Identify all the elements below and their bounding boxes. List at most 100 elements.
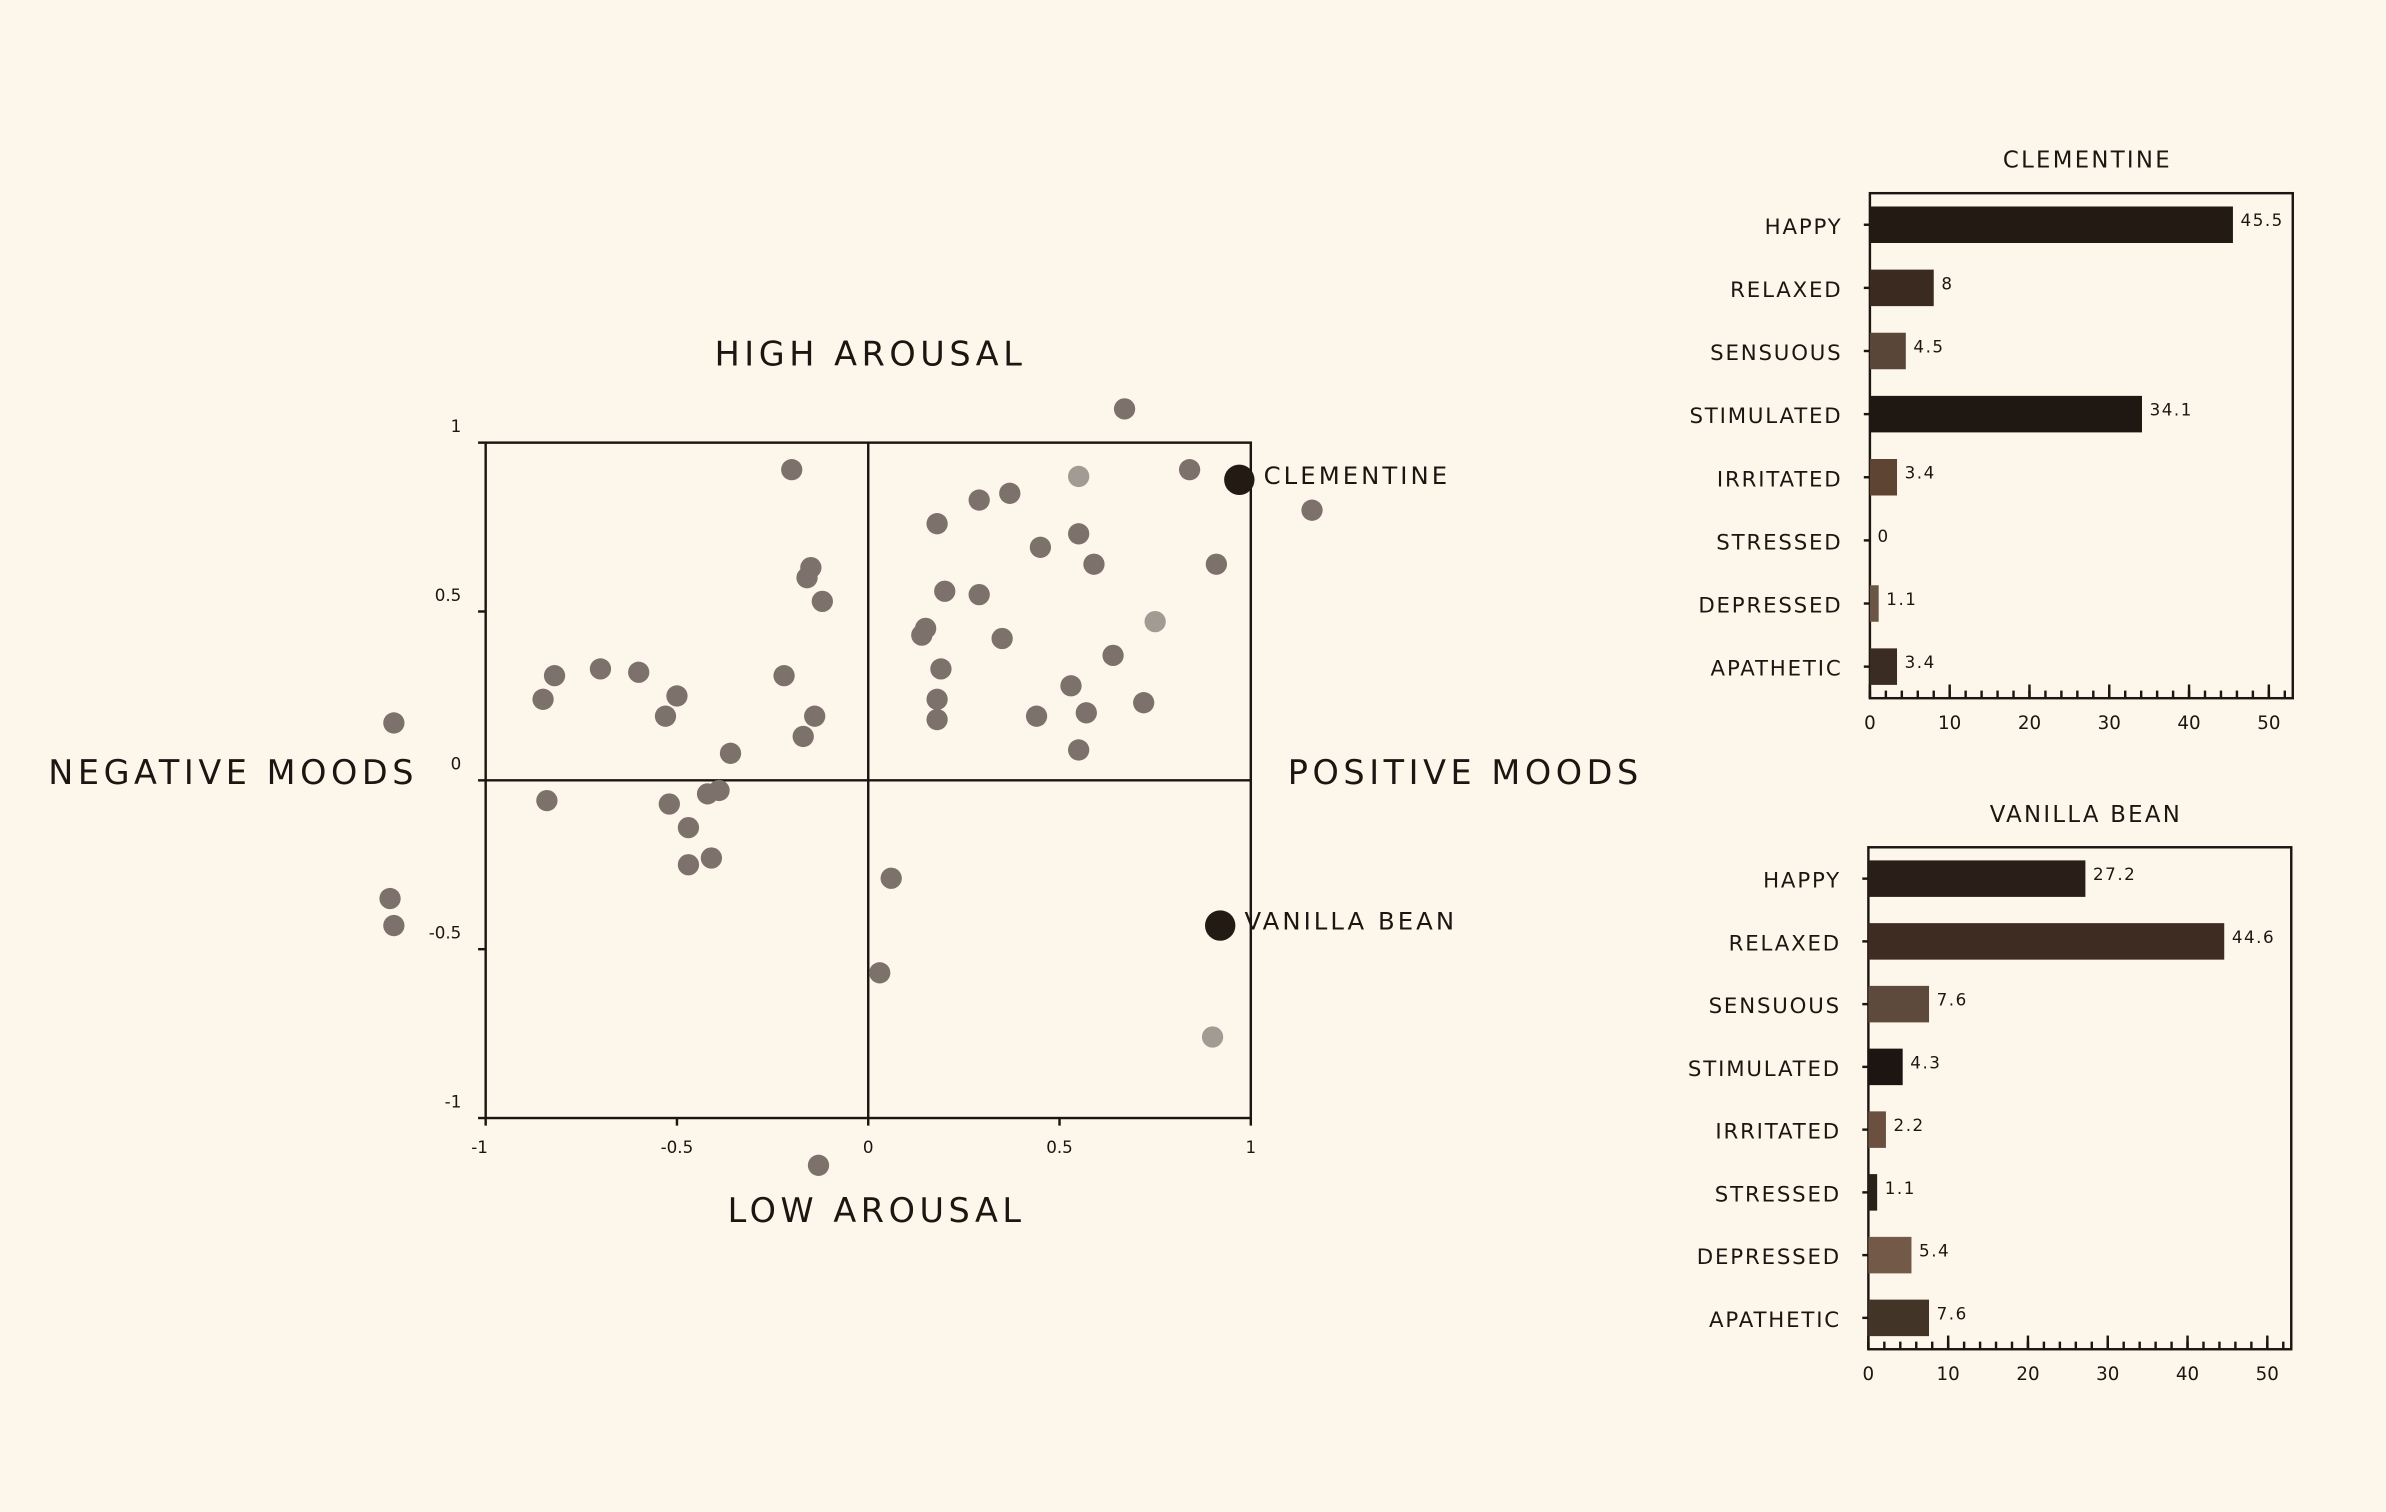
point xyxy=(1083,553,1105,575)
point xyxy=(781,459,803,481)
point xyxy=(1113,398,1136,420)
value-label: 7.6 xyxy=(1937,990,1968,1010)
x-tick-label: 50 xyxy=(2257,713,2280,734)
point xyxy=(880,867,902,889)
y-tick-label: 0 xyxy=(451,754,462,774)
point xyxy=(1205,553,1228,575)
bottom-label: LOW AROUSAL xyxy=(728,1191,1026,1230)
bar xyxy=(1868,1174,1878,1211)
value-label: 1.1 xyxy=(1886,589,1917,609)
x-tick-label: 0 xyxy=(863,1137,874,1157)
y-tick-label: 0.5 xyxy=(435,585,462,605)
point xyxy=(926,688,948,710)
value-label: 2.2 xyxy=(1894,1115,1925,1135)
point xyxy=(911,624,933,646)
x-tick-label: 30 xyxy=(2096,1364,2119,1385)
point xyxy=(804,705,826,727)
category-label: RELAXED xyxy=(1730,278,1842,303)
highlight-point xyxy=(1204,910,1236,941)
point xyxy=(968,583,990,606)
point xyxy=(796,567,818,589)
bar xyxy=(1868,985,1930,1023)
point xyxy=(677,816,700,839)
x-tick-label: 40 xyxy=(2177,713,2200,734)
bar xyxy=(1869,332,1906,370)
chart-title: VANILLA BEAN xyxy=(1990,802,2182,828)
bar xyxy=(1869,395,2142,433)
value-label: 0 xyxy=(1878,526,1890,546)
highlight-label: CLEMENTINE xyxy=(1264,461,1451,490)
category-label: DEPRESSED xyxy=(1698,594,1842,619)
point xyxy=(1029,536,1052,558)
category-label: IRRITATED xyxy=(1715,1120,1841,1145)
point xyxy=(1301,499,1323,521)
point xyxy=(383,914,405,937)
x-tick-label: -1 xyxy=(471,1137,488,1157)
value-label: 3.4 xyxy=(1905,463,1936,483)
point xyxy=(536,789,558,812)
point xyxy=(792,725,814,748)
bar xyxy=(1869,459,1898,496)
point xyxy=(934,580,956,602)
bar xyxy=(1869,206,2233,243)
category-label: STIMULATED xyxy=(1689,404,1842,429)
point xyxy=(700,847,723,869)
point xyxy=(532,688,554,710)
point xyxy=(1178,459,1201,481)
bar xyxy=(1869,585,1879,622)
category-label: HAPPY xyxy=(1765,215,1843,240)
highlight-point xyxy=(1224,464,1255,496)
value-label: 4.5 xyxy=(1913,336,1944,356)
x-tick-label: 40 xyxy=(2176,1364,2199,1385)
x-tick-label: 10 xyxy=(1937,1364,1960,1385)
x-tick-label: 0.5 xyxy=(1046,1137,1073,1157)
point xyxy=(1201,1026,1224,1048)
category-label: STRESSED xyxy=(1715,1182,1841,1207)
top-label: HIGH AROUSAL xyxy=(715,334,1027,373)
category-label: RELAXED xyxy=(1729,931,1841,956)
point xyxy=(869,962,891,984)
x-tick-label: 10 xyxy=(1938,713,1961,734)
point xyxy=(1068,523,1090,545)
category-label: APATHETIC xyxy=(1709,1308,1841,1333)
bar xyxy=(1868,860,2086,897)
point xyxy=(1102,644,1124,667)
category-label: STRESSED xyxy=(1716,530,1842,555)
value-label: 5.4 xyxy=(1919,1241,1950,1261)
point xyxy=(807,1154,830,1176)
plot-frame xyxy=(1867,846,2293,1351)
value-label: 3.4 xyxy=(1905,652,1936,672)
category-label: HAPPY xyxy=(1763,869,1841,894)
x-tick-label: 0 xyxy=(1863,1364,1875,1385)
point xyxy=(930,658,952,680)
bar xyxy=(1868,1299,1930,1337)
x-tick-label: 20 xyxy=(2016,1364,2039,1385)
value-label: 7.6 xyxy=(1937,1303,1968,1323)
point xyxy=(1025,705,1048,727)
x-tick-label: 20 xyxy=(2018,713,2041,734)
point xyxy=(1060,675,1082,697)
point xyxy=(543,665,566,687)
point xyxy=(654,705,677,727)
point xyxy=(991,627,1013,650)
point xyxy=(1068,465,1090,488)
bar xyxy=(1868,1236,1912,1274)
category-label: STIMULATED xyxy=(1688,1057,1841,1082)
y-tick-label: 1 xyxy=(451,416,462,436)
category-label: SENSUOUS xyxy=(1710,341,1842,366)
point xyxy=(999,482,1021,504)
x-tick-label: 1 xyxy=(1245,1137,1256,1157)
bar xyxy=(1868,1111,1886,1148)
category-label: APATHETIC xyxy=(1711,657,1843,682)
point xyxy=(811,590,833,613)
y-tick-label: -0.5 xyxy=(429,922,462,942)
bar xyxy=(1869,269,1934,307)
left-label: NEGATIVE MOODS xyxy=(48,753,418,792)
right-label: POSITIVE MOODS xyxy=(1288,753,1643,792)
category-label: IRRITATED xyxy=(1717,467,1843,492)
plot-frame xyxy=(1868,191,2294,700)
bar xyxy=(1869,648,1898,685)
chart-title: CLEMENTINE xyxy=(2003,148,2172,174)
